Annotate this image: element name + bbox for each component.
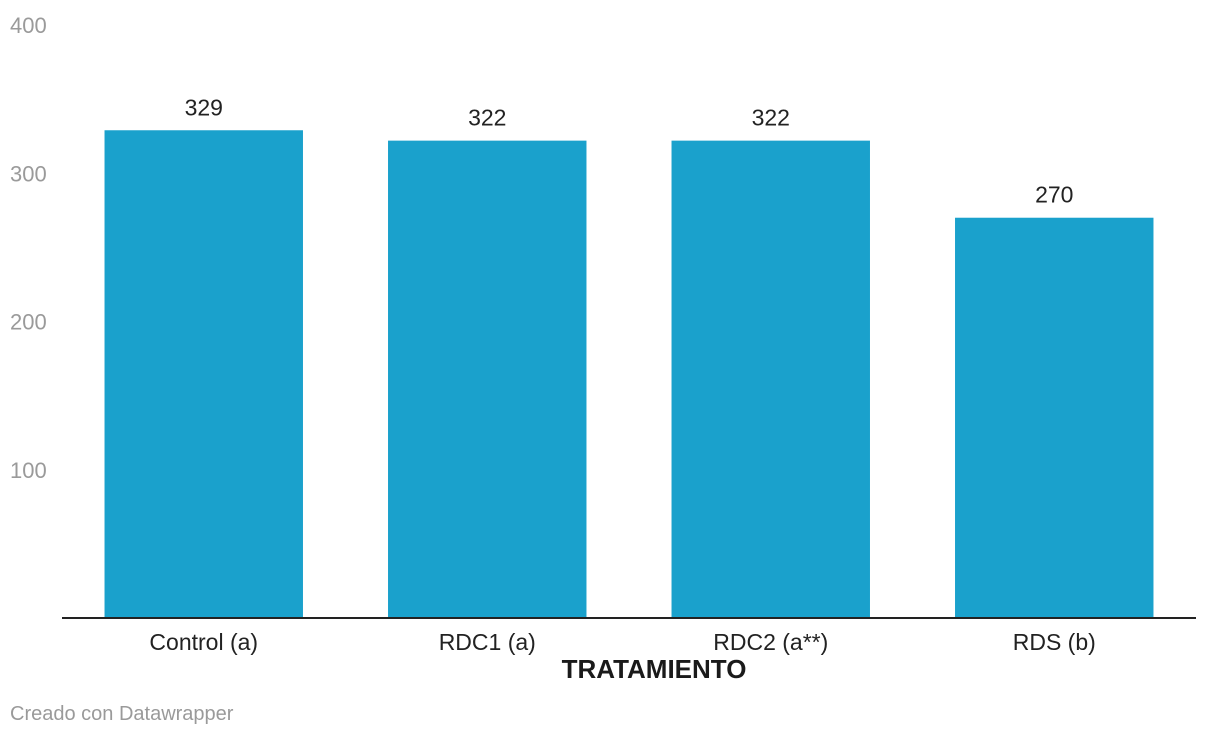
x-tick-label: RDS (b) bbox=[1013, 629, 1096, 655]
y-tick-label: 200 bbox=[10, 310, 47, 335]
value-labels: 329 322 322 270 bbox=[185, 94, 1074, 207]
x-tick-label: RDC2 (a**) bbox=[713, 629, 828, 655]
bar-value-label: 322 bbox=[752, 105, 790, 131]
bar-value-label: 322 bbox=[468, 105, 506, 131]
y-tick-label: 400 bbox=[10, 13, 47, 38]
y-axis: 100 200 300 400 bbox=[10, 13, 47, 483]
bar bbox=[671, 140, 870, 618]
y-tick-label: 100 bbox=[10, 458, 47, 483]
x-tick-label: RDC1 (a) bbox=[439, 629, 536, 655]
x-tick-label: Control (a) bbox=[149, 629, 258, 655]
bar bbox=[955, 217, 1154, 618]
bar-value-label: 329 bbox=[185, 94, 223, 120]
y-tick-label: 300 bbox=[10, 161, 47, 186]
x-axis-title: TRATAMIENTO bbox=[562, 654, 747, 684]
footer-credit: Creado con Datawrapper bbox=[10, 703, 234, 725]
bar-value-label: 270 bbox=[1035, 182, 1073, 208]
bar bbox=[104, 130, 303, 618]
bar bbox=[388, 140, 587, 618]
bars bbox=[104, 130, 1154, 618]
x-axis: Control (a) RDC1 (a) RDC2 (a**) RDS (b) bbox=[149, 629, 1095, 655]
bar-chart: 100 200 300 400 329 322 322 270 Control (a) RDC… bbox=[10, 13, 1196, 684]
